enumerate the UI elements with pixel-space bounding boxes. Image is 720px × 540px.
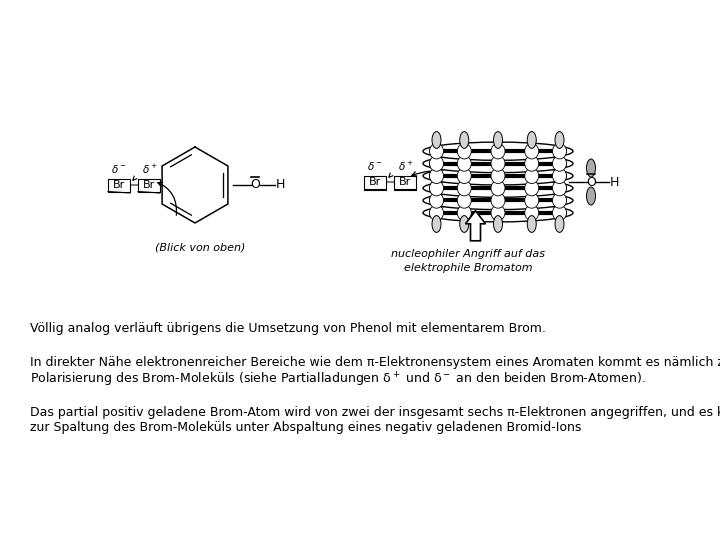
- Ellipse shape: [423, 204, 573, 222]
- Text: Polarisierung des Brom-Moleküls (siehe Partialladungen δ$^+$ und δ$^-$ an den be: Polarisierung des Brom-Moleküls (siehe P…: [30, 371, 646, 389]
- Ellipse shape: [491, 156, 505, 171]
- Ellipse shape: [493, 132, 503, 148]
- Ellipse shape: [493, 215, 503, 232]
- Ellipse shape: [423, 191, 573, 210]
- Ellipse shape: [457, 156, 472, 171]
- Ellipse shape: [525, 156, 539, 171]
- Text: Br: Br: [369, 177, 381, 187]
- Ellipse shape: [430, 144, 444, 159]
- Ellipse shape: [587, 187, 595, 205]
- Text: $\delta^-$: $\delta^-$: [111, 163, 127, 175]
- Text: Br: Br: [113, 180, 125, 190]
- Ellipse shape: [457, 180, 472, 196]
- Ellipse shape: [525, 144, 539, 159]
- Ellipse shape: [457, 144, 472, 159]
- Ellipse shape: [460, 132, 469, 148]
- Ellipse shape: [527, 132, 536, 148]
- Text: H: H: [609, 176, 618, 188]
- Ellipse shape: [555, 132, 564, 148]
- FancyBboxPatch shape: [108, 179, 130, 192]
- Ellipse shape: [552, 205, 567, 220]
- Ellipse shape: [552, 144, 567, 159]
- Ellipse shape: [457, 205, 472, 220]
- Text: elektrophile Bromatom: elektrophile Bromatom: [404, 263, 532, 273]
- Ellipse shape: [423, 167, 573, 185]
- Text: O: O: [250, 179, 260, 192]
- Text: $\delta^+$: $\delta^+$: [398, 159, 414, 173]
- Ellipse shape: [430, 193, 444, 208]
- Ellipse shape: [525, 193, 539, 208]
- Text: O: O: [586, 176, 596, 188]
- Text: zur Spaltung des Brom-Moleküls unter Abspaltung eines negativ geladenen Bromid-I: zur Spaltung des Brom-Moleküls unter Abs…: [30, 421, 581, 434]
- FancyBboxPatch shape: [364, 176, 386, 188]
- Ellipse shape: [491, 180, 505, 196]
- Ellipse shape: [491, 144, 505, 159]
- Ellipse shape: [491, 193, 505, 208]
- Ellipse shape: [430, 180, 444, 196]
- Text: Völlig analog verläuft übrigens die Umsetzung von Phenol mit elementarem Brom.: Völlig analog verläuft übrigens die Umse…: [30, 322, 546, 335]
- Text: H: H: [275, 179, 284, 192]
- Ellipse shape: [552, 156, 567, 171]
- Ellipse shape: [423, 142, 573, 160]
- Ellipse shape: [525, 205, 539, 220]
- Ellipse shape: [587, 159, 595, 177]
- Ellipse shape: [491, 168, 505, 184]
- Text: (Blick von oben): (Blick von oben): [155, 243, 246, 253]
- Ellipse shape: [527, 215, 536, 232]
- Ellipse shape: [432, 215, 441, 232]
- Text: Br: Br: [143, 180, 155, 190]
- FancyBboxPatch shape: [394, 176, 416, 188]
- Ellipse shape: [525, 180, 539, 196]
- Text: nucleophiler Angriff auf das: nucleophiler Angriff auf das: [391, 249, 545, 259]
- FancyBboxPatch shape: [138, 179, 160, 192]
- Text: $\delta^-$: $\delta^-$: [367, 160, 383, 172]
- Ellipse shape: [552, 168, 567, 184]
- Ellipse shape: [432, 132, 441, 148]
- Ellipse shape: [430, 168, 444, 184]
- Ellipse shape: [555, 215, 564, 232]
- Ellipse shape: [423, 154, 573, 173]
- Ellipse shape: [460, 215, 469, 232]
- Text: In direkter Nähe elektronenreicher Bereiche wie dem π-Elektronensystem eines Aro: In direkter Nähe elektronenreicher Berei…: [30, 356, 720, 369]
- Ellipse shape: [423, 179, 573, 197]
- Ellipse shape: [457, 193, 472, 208]
- FancyArrow shape: [466, 211, 485, 241]
- Ellipse shape: [552, 180, 567, 196]
- Ellipse shape: [430, 205, 444, 220]
- Text: Das partial positiv geladene Brom-Atom wird von zwei der insgesamt sechs π-Elekt: Das partial positiv geladene Brom-Atom w…: [30, 406, 720, 419]
- Text: $\delta^+$: $\delta^+$: [142, 163, 158, 176]
- Ellipse shape: [491, 205, 505, 220]
- Ellipse shape: [525, 168, 539, 184]
- Ellipse shape: [430, 156, 444, 171]
- Ellipse shape: [552, 193, 567, 208]
- Ellipse shape: [457, 168, 472, 184]
- Text: Br: Br: [399, 177, 411, 187]
